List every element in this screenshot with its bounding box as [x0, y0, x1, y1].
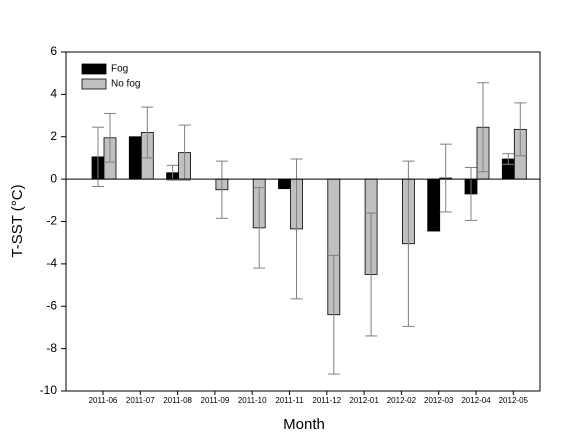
- y-tick-label: -6: [46, 298, 57, 312]
- y-tick-label: -8: [46, 341, 57, 355]
- x-tick-label: 2011-08: [163, 396, 192, 405]
- y-tick-label: 2: [50, 129, 57, 143]
- legend-label: No fog: [111, 79, 140, 90]
- y-tick-label: -10: [40, 383, 58, 397]
- x-tick-label: 2011-11: [275, 396, 304, 405]
- x-tick-label: 2011-07: [126, 396, 155, 405]
- x-tick-label: 2012-02: [387, 396, 417, 405]
- x-tick-label: 2012-01: [349, 396, 379, 405]
- bar: [427, 178, 441, 232]
- legend-swatch: [81, 78, 107, 90]
- y-tick-label: 6: [50, 44, 57, 58]
- bar: [128, 136, 142, 180]
- x-tick-label: 2011-10: [238, 396, 267, 405]
- legend-swatch: [81, 63, 107, 75]
- y-tick-label: 4: [50, 87, 57, 101]
- x-tick-label: 2011-12: [312, 396, 341, 405]
- y-tick-label: -2: [46, 214, 57, 228]
- bar: [278, 178, 291, 190]
- x-tick-label: 2011-09: [201, 396, 230, 405]
- x-tick-label: 2012-05: [499, 396, 529, 405]
- x-axis-label: Month: [283, 416, 325, 433]
- x-tick-label: 2012-04: [461, 396, 491, 405]
- y-tick-label: -4: [46, 256, 57, 270]
- x-tick-label: 2011-06: [89, 396, 118, 405]
- y-axis-label: T-SST (°C): [9, 184, 26, 257]
- plot-frame: [65, 51, 541, 392]
- y-tick-label: 0: [50, 171, 57, 185]
- x-tick-label: 2012-03: [424, 396, 454, 405]
- legend-label: Fog: [111, 64, 128, 75]
